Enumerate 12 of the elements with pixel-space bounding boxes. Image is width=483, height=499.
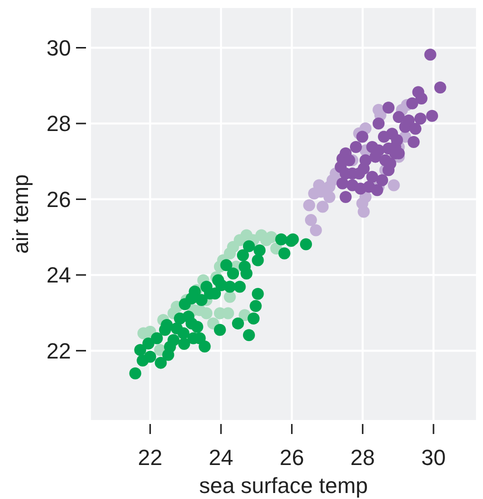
x-tick-label: 26 [280, 445, 304, 470]
y-tick-label: 24 [46, 262, 71, 288]
x-tick-label: 30 [421, 445, 446, 470]
y-axis-title: air temp [8, 174, 33, 254]
x-tick-label: 24 [208, 445, 234, 470]
y-tick-label: 22 [46, 338, 71, 364]
y-tick-label: 30 [46, 35, 71, 60]
x-tick-label: 28 [350, 445, 375, 470]
x-axis-title: sea surface temp [199, 473, 368, 498]
x-tick-label: 22 [138, 445, 162, 470]
y-tick-label: 28 [46, 111, 71, 136]
y-tick-label: 26 [46, 186, 71, 212]
